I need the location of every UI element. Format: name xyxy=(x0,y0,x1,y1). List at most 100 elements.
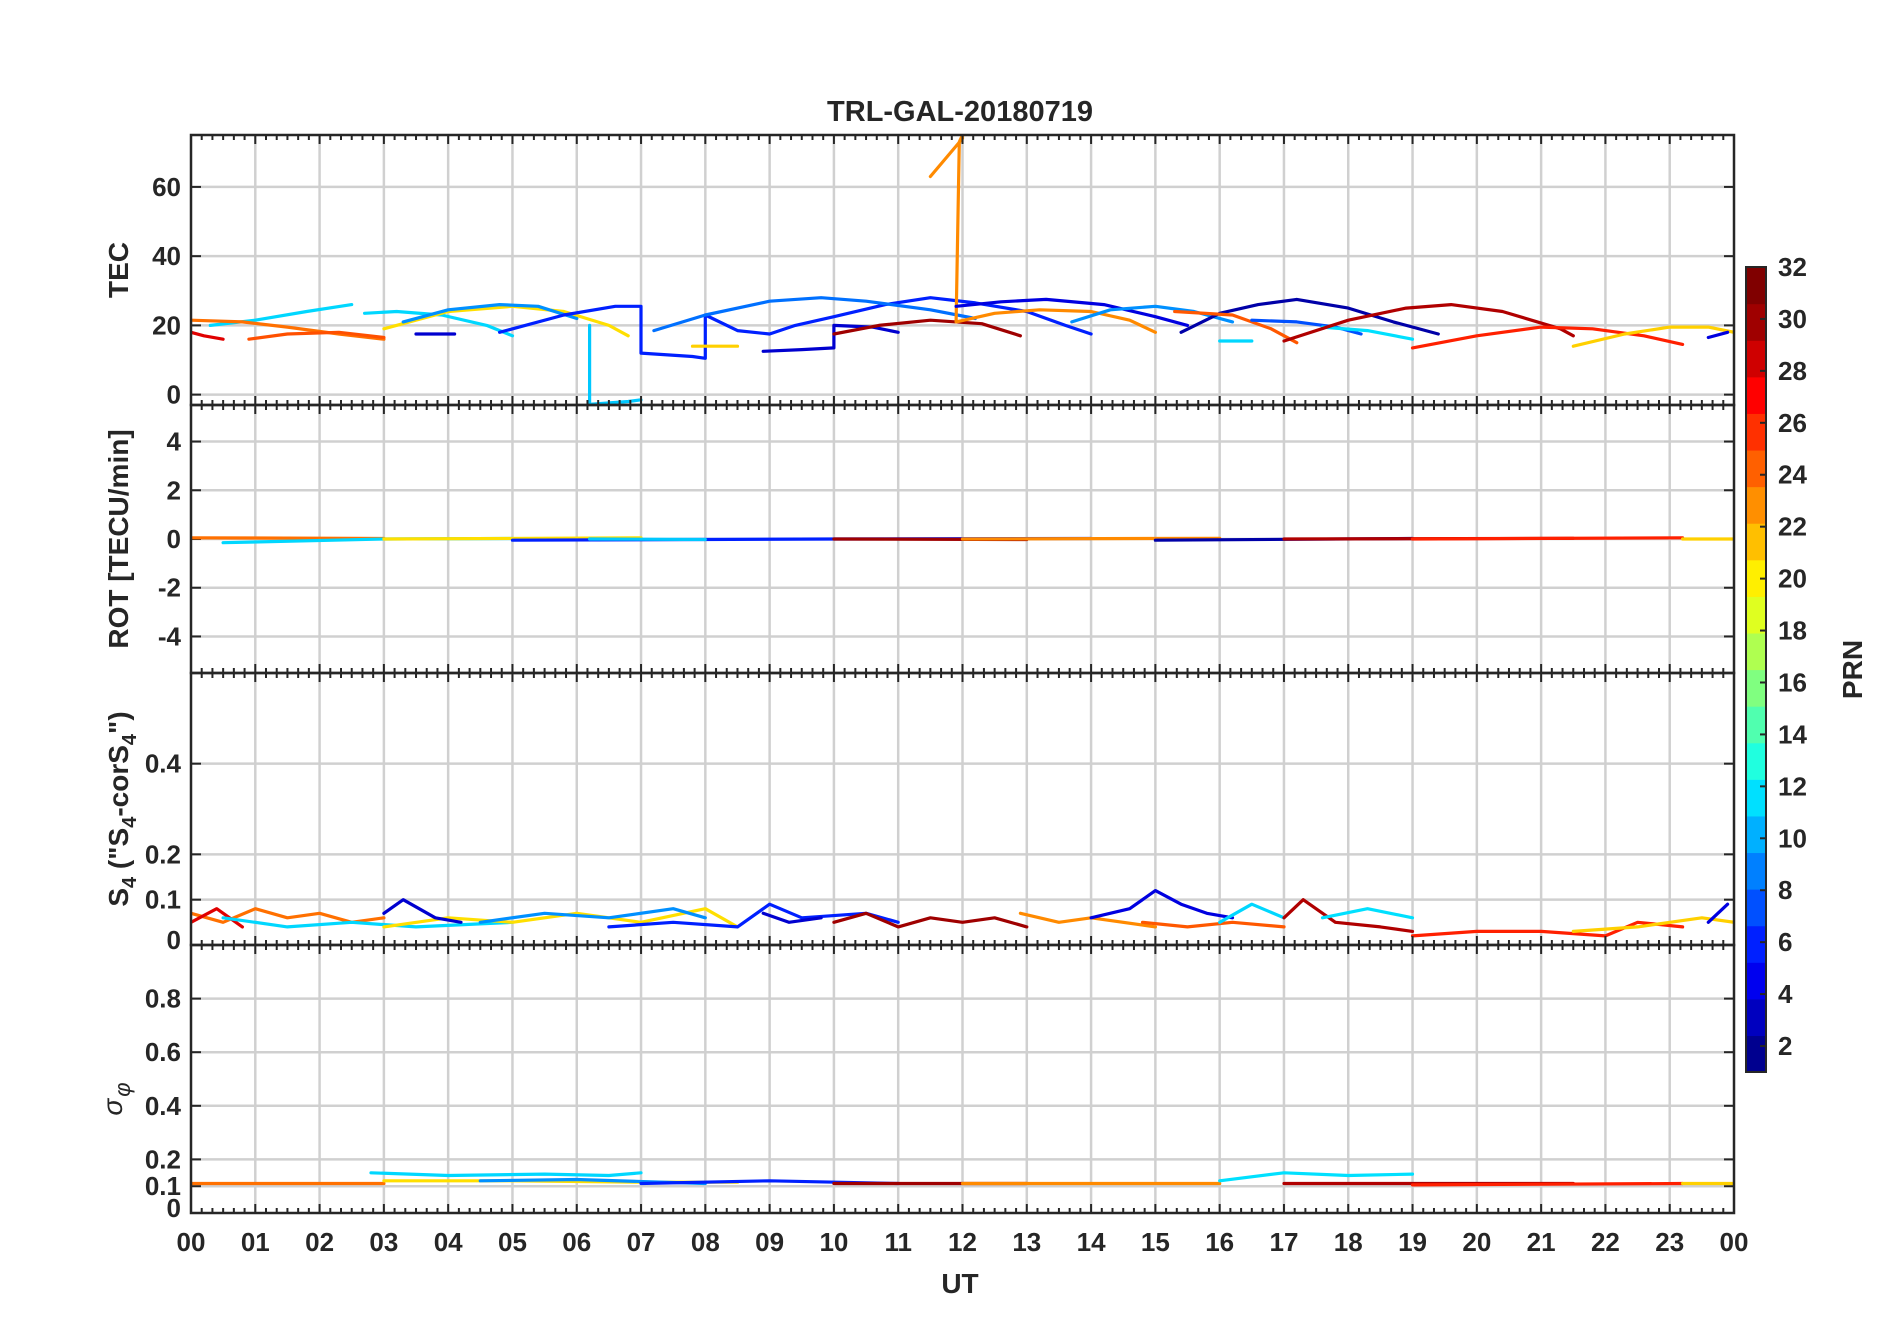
colorbar-tick-label: 32 xyxy=(1778,252,1807,282)
colorbar-tick-label: 24 xyxy=(1778,460,1807,490)
colorbar-segment xyxy=(1746,340,1766,378)
series-line-prn-12 xyxy=(221,916,515,929)
colorbar-tick-label: 2 xyxy=(1778,1031,1792,1061)
x-tick-label: 22 xyxy=(1591,1227,1620,1257)
series-line-prn-13 xyxy=(1218,1171,1415,1183)
x-tick-label: 17 xyxy=(1269,1227,1298,1257)
x-tick-label: 09 xyxy=(755,1227,784,1257)
colorbar-tick-label: 4 xyxy=(1778,979,1793,1009)
series-group xyxy=(191,1171,1734,1187)
colorbar-segment xyxy=(1746,742,1766,780)
colorbar-segment xyxy=(1746,449,1766,488)
colorbar-segment xyxy=(1746,413,1766,451)
panel-frame xyxy=(189,943,1736,1215)
y-tick-label: 4 xyxy=(167,427,182,457)
y-tick-label: -2 xyxy=(158,573,181,603)
panel-2: -4 -2 0 2 4 ROT [TECU/min] xyxy=(103,403,1736,675)
colorbar-segment xyxy=(1746,632,1766,671)
colorbar-segment xyxy=(1746,962,1766,1000)
series-line-prn-3 xyxy=(761,911,823,924)
series-line-prn-29 xyxy=(191,330,225,341)
series-line-prn-24 xyxy=(1018,911,1158,929)
y-tick-label: 0 xyxy=(167,380,181,410)
colorbar-tick-label: 28 xyxy=(1778,356,1807,386)
colorbar-tick-label: 22 xyxy=(1778,512,1807,542)
x-tick-label: 20 xyxy=(1462,1227,1491,1257)
series-line-prn-20 xyxy=(382,304,630,338)
x-tick-label: 00 xyxy=(177,1227,206,1257)
x-tick-label: 10 xyxy=(819,1227,848,1257)
series-line-prn-11 xyxy=(587,323,643,405)
x-tick-label: 19 xyxy=(1398,1227,1427,1257)
series-line-prn-8 xyxy=(652,296,978,333)
x-tick-label: 05 xyxy=(498,1227,527,1257)
series-line-prn-20 xyxy=(382,907,740,929)
colorbar-tick-label: 8 xyxy=(1778,875,1792,905)
x-tick-label: 13 xyxy=(1012,1227,1041,1257)
series-line-prn-4 xyxy=(1706,902,1730,924)
x-tick-label: 07 xyxy=(627,1227,656,1257)
series-line-prn-13 xyxy=(1320,907,1415,920)
series-line-prn-30 xyxy=(1282,303,1575,343)
series-line-prn-3 xyxy=(761,323,900,353)
colorbar-segment xyxy=(1746,559,1766,597)
colorbar-segment xyxy=(1746,706,1766,744)
y-tick-label: 2 xyxy=(167,475,181,505)
series-line-prn-12 xyxy=(369,1171,643,1178)
y-tick-label: 0.1 xyxy=(145,885,181,915)
x-tick-label: 16 xyxy=(1205,1227,1234,1257)
series-line-prn-12 xyxy=(363,309,515,338)
series-line-prn-12 xyxy=(1218,902,1286,924)
colorbar-segment xyxy=(1746,267,1766,305)
y-tick-label: 0.1 xyxy=(145,1171,181,1201)
y-axis-label: σφ xyxy=(97,1082,135,1115)
x-tick-label: 04 xyxy=(434,1227,463,1257)
colorbar-segment xyxy=(1746,889,1766,927)
chart-title: TRL-GAL-20180719 xyxy=(827,96,1093,128)
colorbar-tick-label: 12 xyxy=(1778,771,1807,801)
y-tick-label: 0.4 xyxy=(145,749,182,779)
colorbar-tick-label: 20 xyxy=(1778,564,1807,594)
x-tick-label: 08 xyxy=(691,1227,720,1257)
series-line-prn-21 xyxy=(1571,916,1734,934)
colorbar-segment xyxy=(1746,925,1766,963)
colorbar-segment xyxy=(1746,998,1766,1037)
colorbar-segment xyxy=(1746,596,1766,634)
colorbar-tick-label: 10 xyxy=(1778,823,1807,853)
colorbar-segment xyxy=(1746,815,1766,854)
x-tick-label: 21 xyxy=(1527,1227,1556,1257)
y-tick-label: 0.4 xyxy=(145,1091,182,1121)
x-tick-label: 02 xyxy=(305,1227,334,1257)
y-tick-label: 0.8 xyxy=(145,984,181,1014)
colorbar-tick-label: 26 xyxy=(1778,408,1807,438)
x-tick-label: 03 xyxy=(369,1227,398,1257)
x-axis: 00 01 02 03 04 05 06 07 08 09 10 11 12 13 14 15 16 17 18 19… xyxy=(177,1227,1749,1257)
panel-4: 00.10.2 0.4 0.6 0.8 σφ xyxy=(97,943,1736,1223)
y-axis-label: ROT [TECU/min] xyxy=(103,429,134,648)
y-tick-label: 0 xyxy=(167,925,181,955)
panel-3: 0 0.1 0.2 0.4S4 ("S4-corS4") xyxy=(103,671,1736,955)
series-line-prn-31 xyxy=(832,318,1023,338)
colorbar-segment xyxy=(1746,523,1766,561)
y-tick-label: 0.2 xyxy=(145,1144,181,1174)
series-line-prn-30 xyxy=(1282,898,1415,934)
colorbar-segment xyxy=(1746,486,1766,524)
series-line-prn-27 xyxy=(1410,536,1685,541)
colorbar-segment xyxy=(1746,376,1766,414)
y-tick-label: 0 xyxy=(167,1193,181,1223)
colorbar-tick-label: 16 xyxy=(1778,667,1807,697)
y-axis-label: TEC xyxy=(103,242,134,298)
x-tick-label: 06 xyxy=(562,1227,591,1257)
colorbar-tick-label: 6 xyxy=(1778,927,1792,957)
series-line-prn-9 xyxy=(478,907,707,924)
series-line-prn-4 xyxy=(1706,330,1730,340)
colorbar-label: PRN xyxy=(1837,640,1868,699)
series-group xyxy=(191,135,1734,405)
y-tick-label: 0.2 xyxy=(145,839,181,869)
series-line-prn-4 xyxy=(1089,888,1235,920)
series-line-prn-26 xyxy=(1140,920,1286,929)
series-line-prn-13 xyxy=(1320,325,1415,341)
y-tick-label: 20 xyxy=(152,310,181,340)
